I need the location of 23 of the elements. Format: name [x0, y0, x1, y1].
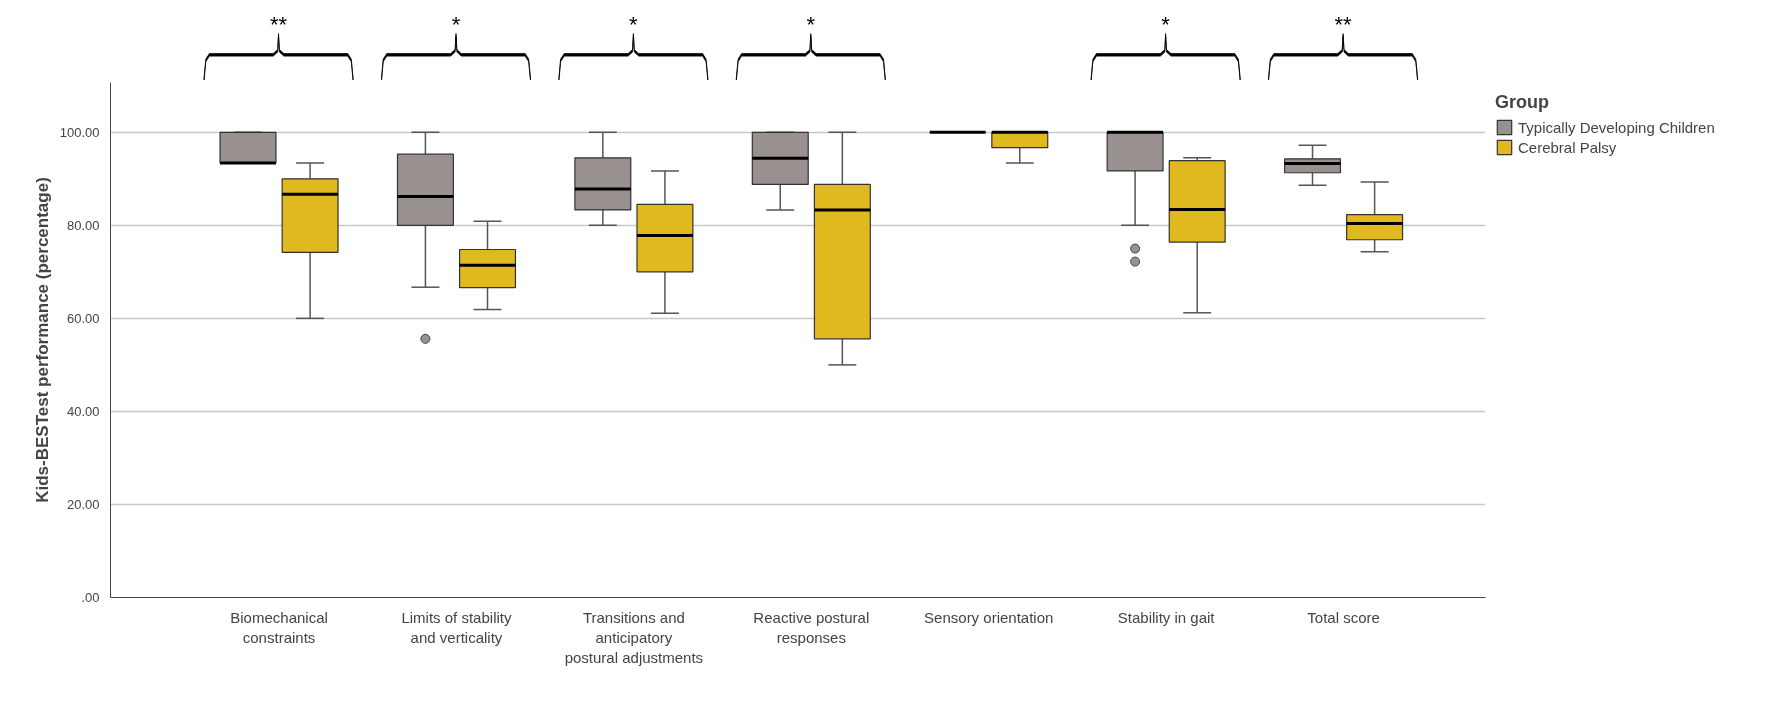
- y-tick-label: 100.00: [59, 124, 100, 140]
- text: **: [1334, 12, 1353, 37]
- text: *: [451, 12, 461, 37]
- x-tick-label: Reactive postural responses: [753, 608, 870, 646]
- y-axis-title: Kids-BESTest performance (percentage): [32, 177, 52, 503]
- x-tick-label: Total score: [1307, 608, 1380, 626]
- text: *: [1161, 12, 1171, 37]
- x-tick-label: Transitions and anticipatory postural adjustments: [564, 608, 704, 667]
- text: **: [269, 12, 288, 37]
- y-tick-label: 40.00: [66, 403, 100, 419]
- y-tick-label: 80.00: [66, 217, 100, 233]
- legend-title: Group: [1495, 92, 1550, 113]
- y-tick-label: .00: [81, 590, 100, 605]
- y-tick-label: 20.00: [66, 496, 100, 512]
- text: *: [806, 12, 816, 37]
- x-tick-label: Biomechanical constraints: [230, 608, 328, 646]
- text: *: [629, 12, 639, 37]
- legend-label: Typically Developing Children: [1518, 118, 1715, 136]
- x-tick-label: Sensory orientation: [924, 608, 1054, 626]
- legend-label: Cerebral Palsy: [1518, 138, 1617, 156]
- x-tick-label: Limits of stability and verticality: [401, 608, 512, 646]
- y-tick-label: 60.00: [66, 310, 100, 326]
- x-tick-label: Stability in gait: [1117, 608, 1216, 626]
